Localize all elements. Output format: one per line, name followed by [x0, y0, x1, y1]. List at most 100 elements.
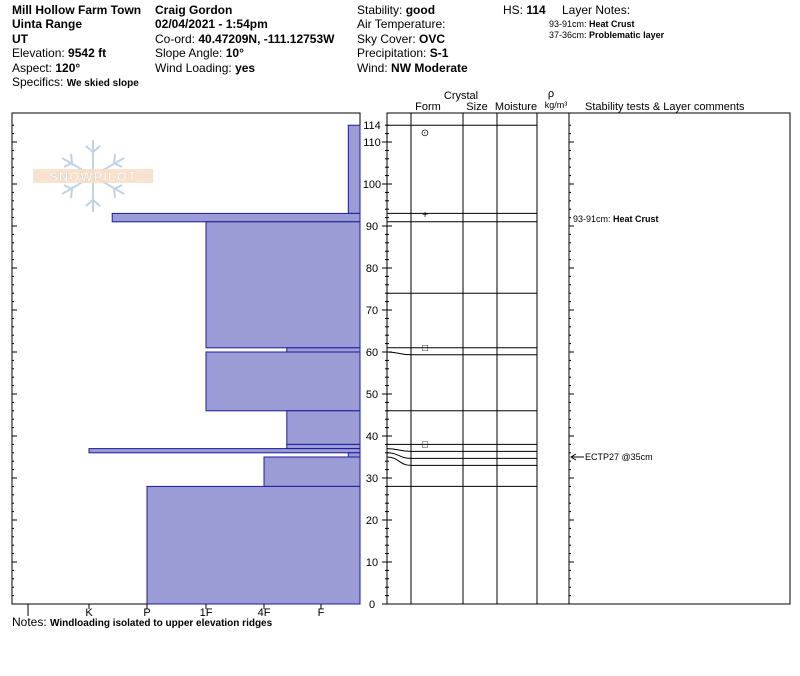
hardness-bar: [286, 347, 361, 353]
specifics-value: We skied slope: [66, 78, 139, 89]
layer-note-range: 37-36cm:: [549, 30, 587, 40]
hardness-bar: [205, 351, 361, 412]
precipitation-label: Precipitation:: [357, 46, 427, 60]
observation-datetime: 02/04/2021 - 1:54pm: [155, 17, 268, 31]
col-header-rho: ρ: [548, 88, 554, 100]
hardness-bar: [263, 456, 361, 487]
layer-boundaries: [386, 124, 537, 487]
hardness-bar: [146, 485, 361, 605]
left-axis-ticks: [12, 124, 17, 605]
coordinates: Co-ord: 40.47209N, -111.12753W: [155, 32, 334, 47]
sky-cover: Sky Cover: OVC: [357, 32, 445, 47]
hardness-bar: [88, 448, 361, 454]
layer-comment: 93-91cm: Heat Crust: [573, 214, 659, 224]
layer-connector: [386, 448, 412, 452]
height-tick-label: 40: [366, 431, 378, 443]
hardness-tick-label: F: [318, 607, 325, 619]
height-tick-label: 70: [366, 305, 378, 317]
layer-note-text: Heat Crust: [589, 19, 635, 29]
hardness-tick-label: P: [143, 607, 150, 619]
layer-table-frame: [386, 112, 791, 605]
layer-note-text: Problematic layer: [589, 30, 665, 40]
layer-connector: [386, 456, 412, 466]
col-header-stability: Stability tests & Layer comments: [585, 101, 745, 113]
snow-height: HS: 114: [503, 3, 546, 18]
height-tick-label: 20: [366, 515, 378, 527]
snowflake-icon: [61, 140, 125, 212]
height-tick-label: 50: [366, 389, 378, 401]
wind-loading-label: Wind Loading:: [155, 61, 232, 75]
wind-loading: Wind Loading: yes: [155, 61, 255, 76]
col-header-density: kg/m³: [545, 100, 568, 110]
layer-note: 37-36cm: Problematic layer: [549, 29, 664, 41]
hardness-bar: [347, 452, 361, 458]
specifics: Specifics: We skied slope: [12, 75, 139, 91]
layer-comments: 93-91cm: Heat Crust ECTP27 @35cm: [570, 214, 659, 462]
layer-comment-range: 93-91cm:: [573, 214, 613, 224]
observer-name: Craig Gordon: [155, 3, 233, 17]
hardness-tick-label: 1F: [200, 607, 213, 619]
wind: Wind: NW Moderate: [357, 61, 468, 76]
slope-angle-label: Slope Angle:: [155, 46, 223, 60]
layer-connector: [386, 452, 412, 459]
precipitation: Precipitation: S-1: [357, 46, 448, 61]
logo-banner: [33, 169, 153, 183]
height-tick-label: 60: [366, 347, 378, 359]
grain-forms: ⊙ + □ □: [421, 128, 429, 450]
height-tick-label: 80: [366, 263, 378, 275]
stability-value: good: [405, 3, 436, 17]
height-tick-label: 90: [366, 221, 378, 233]
height-tick-label: 0: [369, 599, 375, 611]
height-tick-label: 30: [366, 473, 378, 485]
notes-label: Notes:: [12, 615, 47, 629]
precipitation-value: S-1: [429, 46, 449, 60]
snow-height-label: HS:: [503, 3, 524, 17]
layer-comment-text: Heat Crust: [613, 214, 659, 224]
height-tick-label: 114: [363, 120, 381, 132]
layer-notes-title: Layer Notes:: [562, 3, 631, 17]
hardness-tick-label: 4F: [258, 607, 271, 619]
height-tick-label: 100: [363, 179, 381, 191]
wind-value: NW Moderate: [391, 61, 468, 75]
height-tick-label: 110: [363, 137, 381, 149]
slope-angle-value: 10°: [225, 46, 244, 60]
grain-form-symbol: ⊙: [421, 128, 429, 139]
elevation-label: Elevation:: [12, 46, 65, 60]
hardness-tick-label: I: [26, 607, 29, 619]
hardness-bar: [347, 124, 361, 214]
notes: Notes: Windloading isolated to upper ele…: [12, 615, 272, 631]
stability-test-label: ECTP27 @35cm: [585, 452, 653, 462]
col-header-form: Form: [415, 101, 441, 113]
hardness-bar: [205, 221, 361, 349]
col-header-crystal: Crystal: [444, 90, 478, 102]
aspect: Aspect: 120°: [12, 61, 80, 76]
hardness-bar: [286, 443, 361, 450]
hardness-bar: [286, 410, 361, 445]
snow-height-value: 114: [526, 3, 546, 17]
coordinates-label: Co-ord:: [155, 32, 196, 46]
air-temperature-label: Air Temperature:: [357, 17, 446, 31]
layer-note-range: 93-91cm:: [549, 19, 587, 29]
grain-form-symbol: +: [422, 210, 428, 221]
aspect-label: Aspect:: [12, 61, 53, 75]
aspect-value: 120°: [55, 61, 81, 75]
state: UT: [12, 32, 28, 46]
hardness-tick-label: K: [85, 607, 93, 619]
layer-note: 93-91cm: Heat Crust: [549, 18, 635, 30]
col-header-moisture: Moisture: [495, 101, 537, 113]
logo-text: SNOWPILOT: [49, 169, 137, 184]
snowpilot-logo: SNOWPILOT: [33, 140, 153, 212]
height-axis: 0 10 20 30 40 50 60 70 80 90 100 110 114: [363, 120, 387, 611]
stability-label: Stability:: [357, 3, 403, 17]
hardness-axis: I K P 1F 4F F: [26, 604, 325, 619]
arrow-head-icon: [570, 453, 577, 461]
specifics-label: Specifics:: [12, 75, 64, 89]
mountain-range: Uinta Range: [12, 17, 83, 31]
hardness-bars: [88, 124, 361, 605]
elevation: Elevation: 9542 ft: [12, 46, 106, 61]
wind-loading-value: yes: [235, 61, 256, 75]
grain-form-symbol: □: [422, 439, 428, 450]
col-header-size: Size: [466, 101, 487, 113]
coordinates-value: 40.47209N, -111.12753W: [198, 32, 335, 46]
